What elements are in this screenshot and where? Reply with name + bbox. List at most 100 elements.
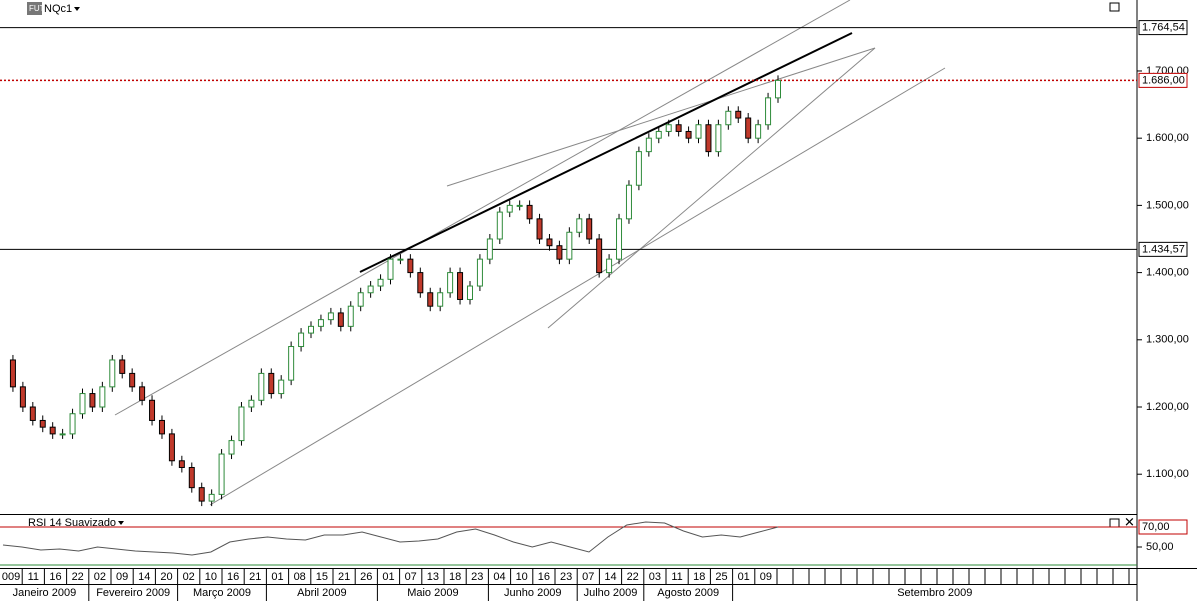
- x-tick-label: 03: [649, 571, 661, 583]
- candle: [357, 292, 364, 307]
- x-tick-label: 01: [382, 571, 394, 583]
- x-tick-label: 11: [28, 571, 39, 583]
- x-tick-label: 02: [183, 571, 195, 583]
- candle: [248, 399, 255, 408]
- level-label-box: [1138, 519, 1188, 535]
- candle: [476, 258, 483, 287]
- x-tick-label: 07: [405, 571, 417, 583]
- rsi-menu[interactable]: [118, 521, 124, 525]
- rsi-title[interactable]: RSI 14 Suavizado: [28, 517, 116, 529]
- candle: [427, 292, 434, 307]
- y-tick-label: 1.500,00: [1146, 199, 1189, 211]
- candle: [29, 406, 36, 421]
- candle: [59, 433, 66, 436]
- candle: [129, 372, 136, 388]
- x-tick-label: 07: [582, 571, 594, 583]
- candle: [39, 419, 46, 428]
- x-tick-label: 22: [72, 571, 84, 583]
- candle: [417, 272, 424, 294]
- level-label: 1.686,00: [1142, 74, 1185, 86]
- candle: [347, 305, 354, 327]
- candle: [725, 110, 732, 126]
- level-label-box: [1138, 241, 1188, 257]
- maximize[interactable]: [1109, 2, 1120, 12]
- symbol-menu[interactable]: [74, 7, 80, 11]
- candle: [457, 272, 464, 300]
- candle: [139, 386, 146, 401]
- candle: [218, 453, 225, 495]
- y-tick-label: 1.600,00: [1146, 132, 1189, 144]
- x-tick-label: 22: [627, 571, 639, 583]
- candle: [308, 325, 315, 334]
- candle: [298, 332, 305, 348]
- candle: [596, 238, 603, 274]
- x-tick-label: 01: [738, 571, 750, 583]
- x-tick-label: 18: [449, 571, 461, 583]
- close-icon[interactable]: ✕: [1124, 514, 1135, 529]
- month-label: Janeiro 2009: [13, 587, 77, 599]
- x-tick-label: 01: [271, 571, 283, 583]
- month-label: Abril 2009: [297, 587, 347, 599]
- month-label: Março 2009: [193, 587, 251, 599]
- x-tick-label: 23: [560, 571, 572, 583]
- candle: [288, 346, 295, 381]
- y-tick-label: 1.200,00: [1146, 401, 1189, 413]
- candle: [496, 211, 503, 240]
- x-tick-label: 009: [2, 571, 20, 583]
- candle: [566, 231, 573, 260]
- candle: [49, 426, 56, 435]
- logo: FUT: [29, 4, 45, 13]
- x-tick-label: 16: [227, 571, 239, 583]
- candle: [486, 238, 493, 260]
- candle: [327, 312, 334, 321]
- candle: [208, 493, 215, 502]
- level-label-box: [1138, 20, 1188, 36]
- x-tick-label: 16: [49, 571, 61, 583]
- level-label: 1.764,54: [1142, 22, 1185, 34]
- candle: [556, 245, 563, 260]
- level-label: 1.434,57: [1142, 243, 1185, 255]
- y-tick-label: 50,00: [1146, 541, 1174, 553]
- candle: [337, 312, 344, 327]
- trend-line: [359, 32, 853, 273]
- candle: [606, 258, 613, 274]
- candle: [546, 238, 553, 247]
- x-tick-label: 20: [160, 571, 172, 583]
- x-tick-label: 10: [516, 571, 528, 583]
- candle: [158, 419, 165, 435]
- x-tick-label: 25: [715, 571, 727, 583]
- candle: [178, 460, 185, 468]
- candle: [119, 359, 126, 374]
- candle: [168, 433, 175, 462]
- candle: [586, 218, 593, 240]
- month-label: Maio 2009: [407, 587, 458, 599]
- candle: [576, 218, 583, 233]
- candle: [516, 204, 523, 207]
- candle: [695, 124, 702, 139]
- candle: [278, 379, 285, 395]
- candle: [715, 124, 722, 153]
- candle: [268, 372, 275, 395]
- candle: [536, 218, 543, 240]
- x-tick-label: 09: [760, 571, 772, 583]
- candle: [109, 359, 116, 388]
- candle: [506, 204, 513, 213]
- y-tick-label: 1.100,00: [1146, 468, 1189, 480]
- candle: [645, 137, 652, 153]
- x-tick-label: 09: [116, 571, 128, 583]
- candle: [19, 386, 26, 408]
- symbol[interactable]: NQc1: [44, 3, 72, 15]
- x-tick-label: 23: [471, 571, 483, 583]
- candle: [685, 130, 692, 139]
- candle: [149, 399, 156, 421]
- candle: [407, 258, 414, 274]
- x-tick-label: 18: [693, 571, 705, 583]
- month-label: Junho 2009: [504, 587, 562, 599]
- candle: [317, 319, 324, 327]
- candle: [447, 272, 454, 294]
- candle: [655, 130, 662, 139]
- x-tick-label: 16: [538, 571, 550, 583]
